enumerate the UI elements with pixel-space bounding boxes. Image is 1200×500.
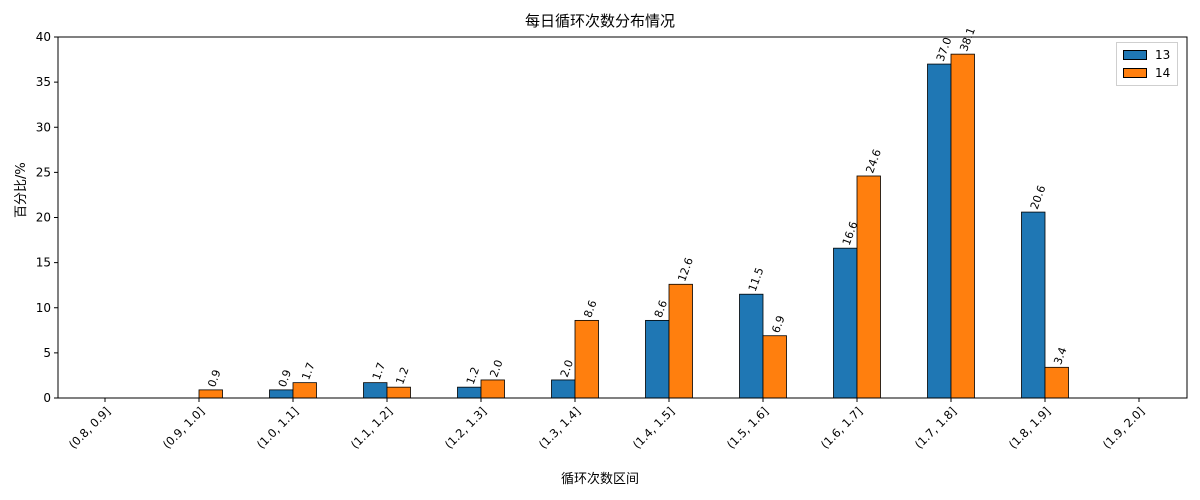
data-label-series-1-6: 8.6 (652, 299, 670, 320)
data-label-series-1-7: 11.5 (746, 266, 767, 293)
legend-label-series-1: 13 (1155, 48, 1171, 62)
plot-frame (57, 36, 1188, 399)
data-label-series-1-10: 20.6 (1028, 184, 1049, 211)
chart-title: 每日循环次数分布情况 (524, 12, 675, 30)
data-label-series-1-5: 2.0 (558, 358, 576, 379)
data-label-series-2-2: 1.7 (299, 361, 317, 382)
data-label-series-2-4: 2.0 (487, 358, 505, 379)
bar-series-1-8 (833, 247, 858, 399)
y-tick-label-20: 20 (36, 211, 51, 225)
data-label-series-2-3: 1.2 (393, 365, 411, 386)
bar-series-2-2 (292, 382, 317, 399)
y-tick-label-30: 30 (36, 120, 51, 134)
y-tick-label-10: 10 (36, 301, 51, 315)
y-tick-label-25: 25 (36, 165, 51, 179)
x-tick-label-0: (0.8, 0.9] (66, 404, 113, 451)
data-label-series-2-1: 0.9 (205, 368, 223, 389)
data-label-series-1-3: 1.7 (370, 361, 388, 382)
bar-series-1-9 (927, 63, 952, 399)
x-tick-label-11: (1.9, 2.0] (1100, 404, 1147, 451)
bar-series-2-8 (856, 175, 881, 399)
bar-series-2-10 (1044, 366, 1069, 399)
data-label-series-2-6: 12.6 (675, 256, 696, 283)
bar-series-1-5 (551, 379, 576, 399)
x-axis-label: 循环次数区间 (560, 472, 639, 487)
x-tick-label-6: (1.4, 1.5] (630, 404, 677, 451)
bar-series-2-5 (574, 319, 599, 399)
data-label-series-1-4: 1.2 (464, 365, 482, 386)
legend-item-series-2: 14 (1123, 64, 1171, 82)
data-label-series-2-10: 3.4 (1051, 345, 1069, 366)
legend-label-series-2: 14 (1155, 66, 1171, 80)
bar-series-2-3 (386, 386, 411, 399)
y-tick-label-0: 0 (43, 391, 51, 405)
y-tick-label-35: 35 (36, 75, 51, 89)
bar-series-1-4 (457, 386, 482, 399)
bar-series-1-7 (739, 293, 764, 399)
data-label-series-1-2: 0.9 (276, 368, 294, 389)
bar-series-2-7 (762, 335, 787, 399)
x-tick-label-1: (0.9, 1.0] (160, 404, 207, 451)
x-tick-label-5: (1.3, 1.4] (536, 404, 583, 451)
legend-swatch-series-1 (1123, 50, 1147, 60)
legend: 13 14 (1116, 42, 1178, 86)
y-axis-label: 百分比/% (14, 162, 29, 218)
bar-series-2-6 (668, 283, 693, 399)
data-label-series-2-7: 6.9 (769, 314, 787, 335)
y-tick-label-40: 40 (36, 30, 51, 44)
y-tick-label-5: 5 (43, 346, 51, 360)
x-tick-label-10: (1.8, 1.9] (1006, 404, 1053, 451)
x-tick-label-3: (1.1, 1.2] (348, 404, 395, 451)
x-tick-label-9: (1.7, 1.8] (912, 404, 959, 451)
data-label-series-2-8: 24.6 (863, 148, 884, 175)
bar-series-1-6 (645, 319, 670, 399)
bar-series-1-2 (269, 389, 294, 399)
x-tick-label-8: (1.6, 1.7] (818, 404, 865, 451)
bar-series-2-9 (950, 53, 975, 399)
legend-swatch-series-2 (1123, 68, 1147, 78)
bar-series-2-1 (198, 389, 223, 399)
bar-series-1-3 (363, 382, 388, 399)
legend-item-series-1: 13 (1123, 46, 1171, 64)
x-tick-label-7: (1.5, 1.6] (724, 404, 771, 451)
x-tick-label-4: (1.2, 1.3] (442, 404, 489, 451)
bar-series-1-10 (1021, 211, 1046, 399)
data-label-series-2-5: 8.6 (581, 299, 599, 320)
x-tick-label-2: (1.0, 1.1] (254, 404, 301, 451)
y-tick-label-15: 15 (36, 256, 51, 270)
bar-series-2-4 (480, 379, 505, 399)
